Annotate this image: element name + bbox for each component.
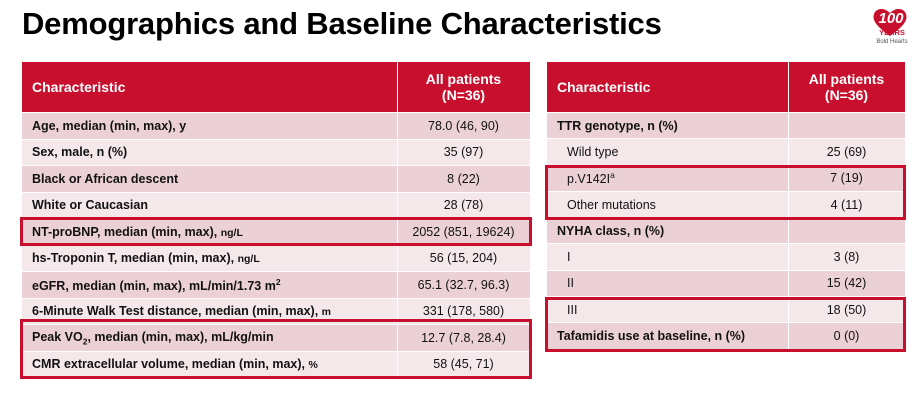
label-superscript: a [610, 170, 615, 181]
logo-tagline: Bold Hearts [876, 39, 907, 45]
row: White or Caucasian 28 (78) [22, 191, 531, 219]
row: Sex, male, n (%) 35 (97) [22, 138, 531, 166]
label-unit: % [308, 359, 318, 372]
slide-title: Demographics and Baseline Characteristic… [22, 6, 662, 41]
column-header: All patients (N=36) [397, 62, 531, 113]
label: p.V142Ia [547, 164, 789, 192]
label-unit: ng/L [220, 226, 243, 239]
value: 3 (8) [788, 243, 906, 271]
label-text: p.V142I [567, 172, 611, 187]
value: 12.7 (7.8, 28.4) [397, 324, 531, 351]
label-text: NT-proBNP, median (min, max), [32, 224, 221, 239]
section-label: NYHA class, n (%) [547, 217, 789, 244]
label: I [547, 243, 789, 271]
label: Sex, male, n (%) [22, 138, 398, 166]
highlight-box [20, 217, 532, 246]
label: NT-proBNP, median (min, max), ng/L [22, 218, 398, 245]
right-table: Characteristic All patients (N=36) TTR g… [547, 62, 906, 349]
label-subscript: 2 [82, 336, 88, 346]
highlight-box [545, 297, 906, 352]
column-header: Characteristic [22, 62, 398, 113]
value: 2052 (851, 19624) [397, 218, 531, 245]
column-header: All patients (N=36) [788, 62, 906, 113]
row: CMR extracellular volume, median (min, m… [22, 350, 531, 377]
label-unit: ng/L [237, 253, 260, 266]
value: 58 (45, 71) [397, 350, 531, 377]
label-text: CMR extracellular volume, median (min, m… [32, 357, 309, 372]
logo-word: YEARS [879, 28, 905, 37]
label-text: hs-Troponin T, median (min, max), [32, 251, 238, 266]
logo: 100 YEARS Bold Hearts [873, 8, 908, 45]
row: Black or African descent 8 (22) [22, 165, 531, 192]
row: II 15 (42) [547, 269, 906, 297]
value: 4 (11) [788, 190, 906, 218]
row: eGFR, median (min, max), mL/min/1.73 m2 6… [22, 271, 531, 298]
label: Peak VO2, median (min, max), mL/kg/min [22, 324, 398, 351]
label: III [547, 296, 789, 323]
label-unit: m [321, 306, 331, 319]
label-text: 6-Minute Walk Test distance, median (min… [32, 304, 322, 319]
value: 65.1 (32.7, 96.3) [397, 271, 531, 298]
label: White or Caucasian [22, 191, 398, 219]
value: 18 (50) [788, 296, 906, 323]
row: Tafamidis use at baseline, n (%) 0 (0) [547, 322, 906, 349]
row: NT-proBNP, median (min, max), ng/L 2052 (… [22, 218, 531, 245]
row: Wild type 25 (69) [547, 138, 906, 166]
row: Age, median (min, max), y 78.0 (46, 90) [22, 112, 531, 139]
row: hs-Troponin T, median (min, max), ng/L 56… [22, 244, 531, 272]
empty-cell [788, 217, 906, 244]
label: Wild type [547, 138, 789, 166]
row: Other mutations 4 (11) [547, 190, 906, 218]
row: TTR genotype, n (%) [547, 111, 906, 139]
value: 28 (78) [397, 191, 531, 219]
label-text: eGFR, median (min, max), mL/min/1.73 m [32, 278, 276, 293]
value: 35 (97) [397, 138, 531, 166]
value: 78.0 (46, 90) [397, 112, 531, 139]
label: CMR extracellular volume, median (min, m… [22, 350, 398, 377]
section-label: TTR genotype, n (%) [547, 111, 789, 139]
row: NYHA class, n (%) [547, 217, 906, 244]
highlight-box [20, 319, 532, 379]
label: eGFR, median (min, max), mL/min/1.73 m2 [22, 271, 398, 298]
empty-cell [788, 111, 906, 139]
header-row: Characteristic All patients (N=36) [22, 62, 531, 113]
label: hs-Troponin T, median (min, max), ng/L [22, 244, 398, 272]
header-row: Characteristic All patients (N=36) [547, 62, 906, 113]
value: 25 (69) [788, 138, 906, 166]
left-table: Characteristic All patients (N=36) Age, … [22, 62, 531, 377]
highlight-box [545, 165, 906, 220]
value: 8 (22) [397, 165, 531, 192]
row: p.V142Ia 7 (19) [547, 164, 906, 192]
value: 56 (15, 204) [397, 244, 531, 272]
label: Tafamidis use at baseline, n (%) [547, 322, 789, 349]
value: 15 (42) [788, 269, 906, 297]
column-header: Characteristic [547, 62, 789, 113]
label: II [547, 269, 789, 297]
logo-heart [873, 8, 907, 36]
label-text: Peak VO [32, 329, 83, 344]
value: 0 (0) [788, 322, 906, 349]
label-superscript: 2 [275, 276, 281, 287]
label: Black or African descent [22, 165, 398, 192]
row: Peak VO2, median (min, max), mL/kg/min 12… [22, 324, 531, 351]
label: Other mutations [547, 190, 789, 218]
row: III 18 (50) [547, 296, 906, 323]
logo-number: 100 [878, 10, 904, 27]
label-text: , median (min, max), mL/kg/min [87, 329, 274, 344]
label: Age, median (min, max), y [22, 112, 398, 139]
